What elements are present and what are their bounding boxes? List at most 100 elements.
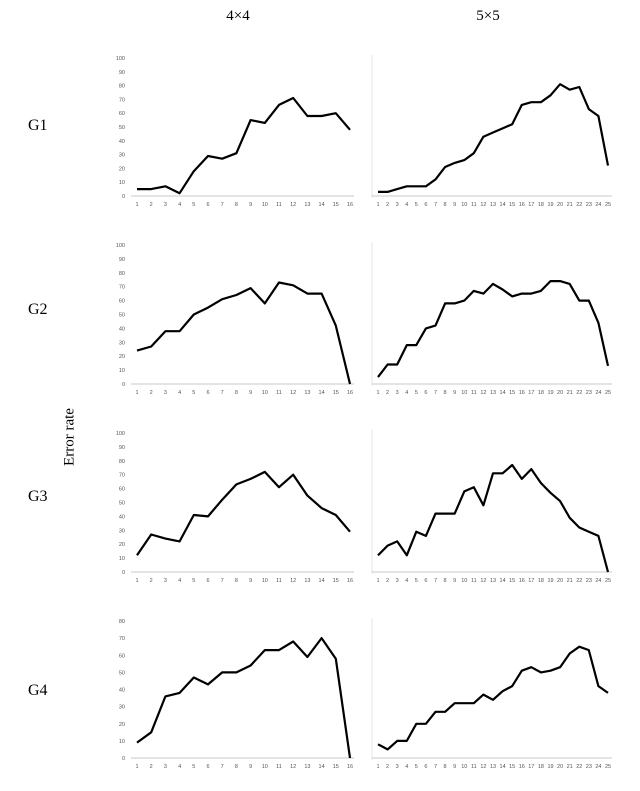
x-tick-label: 22 — [576, 764, 582, 770]
x-tick-label: 1 — [135, 202, 138, 208]
x-tick-label: 25 — [605, 578, 611, 584]
y-tick-label: 90 — [119, 257, 125, 263]
x-tick-label: 16 — [347, 764, 353, 770]
x-tick-label: 18 — [538, 202, 544, 208]
x-tick-label: 14 — [319, 202, 325, 208]
column-header-4x4: 4×4 — [226, 8, 250, 24]
x-tick-label: 6 — [424, 764, 427, 770]
x-tick-label: 19 — [547, 578, 553, 584]
x-tick-label: 10 — [262, 202, 268, 208]
row-label-g1: G1 — [28, 117, 48, 134]
x-tick-label: 6 — [424, 202, 427, 208]
x-tick-label: 17 — [528, 764, 534, 770]
error-rate-line — [136, 281, 352, 385]
x-tick-label: 3 — [396, 578, 399, 584]
x-tick-label: 9 — [453, 578, 456, 584]
x-tick-label: 6 — [424, 578, 427, 584]
y-tick-label: 60 — [119, 653, 125, 659]
x-tick-label: 13 — [490, 390, 496, 396]
x-tick-label: 15 — [333, 202, 339, 208]
x-tick-label: 11 — [276, 578, 282, 584]
x-tick-label: 3 — [396, 764, 399, 770]
error-rate-line — [137, 96, 351, 195]
x-tick-label: 10 — [461, 202, 467, 208]
x-tick-label: 18 — [538, 764, 544, 770]
x-tick-label: 1 — [376, 390, 379, 396]
x-tick-label: 9 — [249, 202, 252, 208]
x-tick-label: 12 — [290, 578, 296, 584]
x-tick-label: 11 — [276, 764, 282, 770]
error-rate-line — [378, 83, 610, 193]
x-tick-label: 1 — [135, 764, 138, 770]
x-tick-label: 15 — [509, 764, 515, 770]
x-tick-label: 4 — [178, 764, 181, 770]
x-tick-label: 21 — [567, 390, 573, 396]
x-tick-label: 11 — [471, 202, 477, 208]
x-tick-label: 13 — [490, 578, 496, 584]
x-tick-label: 8 — [235, 578, 238, 584]
chart-panel-g2-5x5: 1 2 3 4 5 6 7 8 9 10 11 12 13 14 15 16 17 18 19 20 21 22 23 24 2… — [371, 242, 612, 396]
chart-panel-g3-5x5: 1 2 3 4 5 6 7 8 9 10 11 12 13 14 15 16 17 18 19 20 21 22 23 24 2… — [371, 430, 612, 584]
x-tick-label: 7 — [434, 578, 437, 584]
x-tick-label: 18 — [538, 578, 544, 584]
y-tick-label: 70 — [119, 97, 125, 103]
chart-panel-g4-5x5: 1 2 3 4 5 6 7 8 9 10 11 12 13 14 15 16 17 18 19 20 21 22 23 24 2… — [371, 618, 612, 770]
x-tick-label: 22 — [576, 390, 582, 396]
y-tick-label: 20 — [119, 542, 125, 548]
x-tick-label: 1 — [135, 578, 138, 584]
x-tick-label: 2 — [150, 202, 153, 208]
x-tick-label: 20 — [557, 764, 563, 770]
x-tick-label: 12 — [290, 764, 296, 770]
x-tick-label: 21 — [567, 202, 573, 208]
x-tick-label: 13 — [304, 202, 310, 208]
x-tick-label: 14 — [500, 764, 506, 770]
x-tick-label: 24 — [595, 390, 601, 396]
error-rate-line — [377, 463, 610, 573]
x-tick-label: 24 — [595, 764, 601, 770]
x-tick-label: 13 — [490, 764, 496, 770]
x-tick-label: 10 — [461, 578, 467, 584]
x-tick-label: 7 — [221, 578, 224, 584]
y-tick-label: 100 — [116, 431, 125, 437]
x-tick-label: 4 — [178, 202, 181, 208]
x-tick-label: 23 — [586, 764, 592, 770]
x-tick-label: 12 — [290, 390, 296, 396]
y-tick-label: 80 — [119, 459, 125, 465]
row-label-g2: G2 — [28, 301, 48, 318]
error-rate-line — [377, 280, 610, 378]
y-tick-label: 60 — [119, 299, 125, 305]
y-tick-label: 50 — [119, 313, 125, 319]
x-tick-label: 17 — [528, 578, 534, 584]
x-tick-label: 5 — [192, 578, 195, 584]
x-tick-label: 13 — [490, 202, 496, 208]
x-tick-label: 20 — [557, 202, 563, 208]
x-tick-label: 6 — [206, 390, 209, 396]
error-rate-line — [136, 636, 352, 759]
x-tick-label: 1 — [135, 390, 138, 396]
x-tick-label: 9 — [249, 764, 252, 770]
x-tick-label: 3 — [396, 390, 399, 396]
x-tick-label: 2 — [150, 764, 153, 770]
x-tick-label: 2 — [386, 578, 389, 584]
y-tick-label: 80 — [119, 84, 125, 90]
x-tick-label: 2 — [386, 390, 389, 396]
y-tick-label: 90 — [119, 70, 125, 76]
x-tick-label: 8 — [235, 202, 238, 208]
x-tick-label: 4 — [405, 390, 408, 396]
y-tick-label: 40 — [119, 139, 125, 145]
y-tick-label: 0 — [122, 382, 125, 388]
x-tick-label: 7 — [434, 390, 437, 396]
x-tick-label: 19 — [547, 390, 553, 396]
x-tick-label: 12 — [480, 578, 486, 584]
x-tick-label: 20 — [557, 578, 563, 584]
x-tick-label: 5 — [192, 390, 195, 396]
x-tick-label: 11 — [471, 390, 477, 396]
x-tick-label: 25 — [605, 764, 611, 770]
x-tick-label: 4 — [405, 202, 408, 208]
x-tick-label: 7 — [434, 202, 437, 208]
x-tick-label: 22 — [576, 202, 582, 208]
x-tick-label: 15 — [509, 578, 515, 584]
x-tick-label: 10 — [262, 764, 268, 770]
x-tick-label: 5 — [415, 578, 418, 584]
